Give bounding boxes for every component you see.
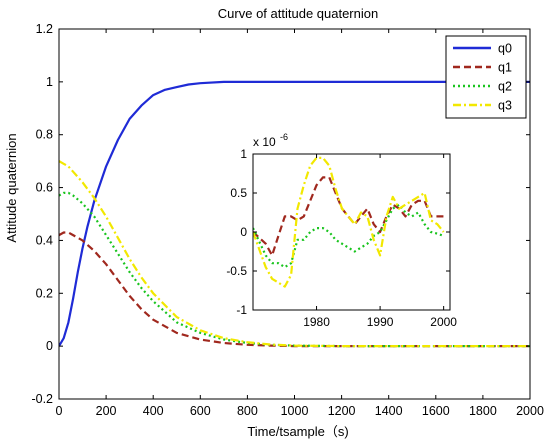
inset-y-tick-label: 0: [240, 225, 247, 239]
main-y-tick-label: 1.2: [36, 22, 53, 36]
main-x-tick-label: 1600: [422, 404, 450, 418]
inset-y-scale-label: x 10: [253, 135, 276, 149]
main-y-tick-label: -0.2: [31, 392, 53, 406]
legend-label-q0: q0: [498, 42, 512, 56]
main-x-tick-label: 1400: [375, 404, 403, 418]
main-x-tick-label: 1000: [281, 404, 309, 418]
inset-series-q2: [253, 203, 444, 269]
main-y-tick-label: 1: [46, 75, 53, 89]
inset-background: [253, 154, 450, 310]
main-x-tick-label: 400: [143, 404, 164, 418]
inset-y-tick-label: 1: [240, 147, 247, 161]
main-x-tick-label: 800: [237, 404, 258, 418]
inset-y-tick-label: -0.5: [226, 264, 247, 278]
main-y-tick-label: 0.8: [36, 128, 53, 142]
main-x-tick-label: 1800: [469, 404, 497, 418]
main-x-tick-label: 1200: [328, 404, 356, 418]
inset-plot: 1980 1990 2000 -1 -0.5 0 0.5 1 x 10 -6: [226, 132, 457, 329]
inset-y-tick-label: 0.5: [230, 186, 247, 200]
main-y-tick-label: 0: [46, 339, 53, 353]
inset-y-tick-label: -1: [236, 303, 247, 317]
inset-series-group: [253, 156, 445, 288]
x-axis-label: Time/tsample（s): [247, 424, 348, 439]
main-x-tick-label: 2000: [516, 404, 544, 418]
main-series-q1: [59, 231, 530, 348]
inset-y-scale-exponent: -6: [280, 132, 288, 142]
inset-x-tick-label: 1980: [303, 315, 330, 329]
inset-x-tick-label: 2000: [430, 315, 457, 329]
main-y-tick-label: 0.6: [36, 181, 53, 195]
main-series-q0: [59, 80, 530, 347]
legend-label-q2: q2: [498, 80, 512, 94]
main-series-q3: [59, 160, 530, 348]
main-y-tick-label: 0.2: [36, 286, 53, 300]
main-x-tick-label: 0: [56, 404, 63, 418]
legend: q0 q1 q2 q3: [445, 35, 527, 119]
inset-x-tick-label: 1990: [367, 315, 394, 329]
legend-label-q3: q3: [498, 99, 512, 113]
main-x-tick-label: 600: [190, 404, 211, 418]
y-axis-label: Attitude quaternion: [4, 133, 19, 242]
main-x-tick-label: 200: [96, 404, 117, 418]
main-series-group: [59, 80, 530, 348]
chart-title: Curve of attitude quaternion: [218, 6, 378, 21]
inset-series-q3: [253, 156, 445, 288]
main-y-tick-label: 0.4: [36, 233, 53, 247]
main-series-q2: [59, 191, 530, 348]
legend-label-q1: q1: [498, 61, 512, 75]
